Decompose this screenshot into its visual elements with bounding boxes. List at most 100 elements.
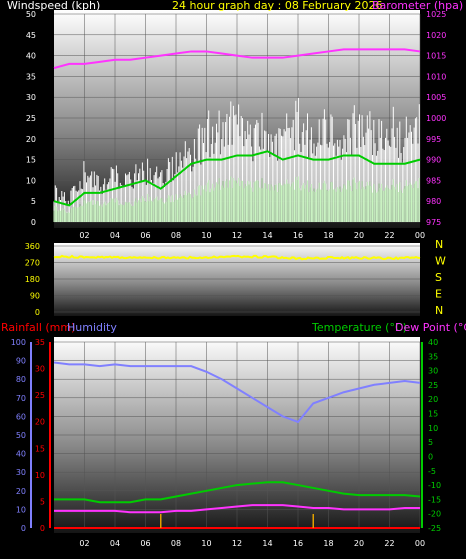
wind-x-tick: 22 [384, 231, 394, 240]
temperature-y-tick: 15 [428, 410, 438, 419]
direction-panel-bg [54, 243, 420, 316]
wind-y-tick: 0 [31, 218, 36, 227]
barometer-line [53, 48, 421, 70]
barometer-y-tick: 980 [426, 197, 441, 206]
barometer-y-tick: 985 [426, 176, 441, 185]
humidity-y-tick: 30 [16, 468, 26, 477]
rainfall-axis-label: Rainfall (mm) [1, 321, 75, 334]
temperature-y-tick: 35 [428, 352, 438, 361]
graph-title: 24 hour graph day : 08 February 2026 [172, 0, 383, 12]
rain-y-tick: 35 [35, 338, 45, 347]
barometer-y-tick: 975 [426, 218, 441, 227]
climate-x-tick: 18 [323, 539, 333, 548]
direction-line [53, 254, 421, 261]
rain-y-tick: 0 [40, 524, 45, 533]
wind-x-tick: 00 [415, 231, 425, 240]
climate-x-tick: 04 [110, 539, 120, 548]
humidity-y-tick: 70 [16, 394, 26, 403]
temperature-y-tick: -25 [428, 524, 441, 533]
temperature-y-tick: 20 [428, 395, 438, 404]
wind-average-line [53, 150, 421, 207]
temperature-y-tick: 10 [428, 424, 438, 433]
compass-letter: W [435, 255, 446, 268]
barometer-y-tick: 1005 [426, 93, 446, 102]
climate-x-tick: 16 [293, 539, 303, 548]
temperature-y-tick: 0 [428, 452, 433, 461]
temperature-line [54, 481, 421, 504]
climate-x-tick: 06 [140, 539, 150, 548]
rain-y-tick: 20 [35, 418, 45, 427]
direction-y-tick: 360 [25, 242, 40, 251]
temperature-y-tick: 5 [428, 438, 433, 447]
climate-x-tick: 02 [79, 539, 89, 548]
compass-letter: E [435, 288, 442, 301]
humidity-y-tick: 10 [16, 505, 26, 514]
wind-x-tick: 04 [110, 231, 120, 240]
compass-letter: S [435, 271, 442, 284]
direction-series [53, 254, 421, 261]
barometer-axis-label: Barometer (hpa) [372, 0, 463, 12]
rain-y-tick: 30 [35, 365, 45, 374]
barometer-y-tick: 1020 [426, 31, 446, 40]
humidity-line [53, 361, 421, 424]
wind-x-tick: 18 [323, 231, 333, 240]
temperature-y-tick: 30 [428, 367, 438, 376]
compass-letter: N [435, 238, 443, 251]
barometer-y-tick: 1010 [426, 72, 446, 81]
temperature-y-tick: -15 [428, 495, 441, 504]
rain-y-tick: 5 [40, 497, 45, 506]
wind-y-tick: 10 [26, 176, 36, 185]
barometer-y-tick: 995 [426, 135, 441, 144]
wind-axis-label: Windspeed (kph) [7, 0, 100, 12]
humidity-y-tick: 50 [16, 431, 26, 440]
climate-x-tick: 00 [415, 539, 425, 548]
rain-y-tick: 10 [35, 471, 45, 480]
climate-series [53, 361, 421, 529]
climate-x-tick: 10 [201, 539, 211, 548]
climate-x-tick: 14 [262, 539, 272, 548]
temperature-axis-label: Temperature (°C) [311, 321, 407, 334]
rain-y-tick: 15 [35, 444, 45, 453]
temperature-y-tick: 40 [428, 338, 438, 347]
wind-x-tick: 20 [354, 231, 364, 240]
wind-x-tick: 16 [293, 231, 303, 240]
wind-y-tick: 25 [26, 114, 36, 123]
barometer-y-tick: 1015 [426, 52, 446, 61]
humidity-y-tick: 0 [21, 524, 26, 533]
climate-x-tick: 20 [354, 539, 364, 548]
barometer-y-tick: 1000 [426, 114, 446, 123]
wind-y-tick: 40 [26, 52, 36, 61]
direction-y-tick: 0 [35, 308, 40, 317]
barometer-y-tick: 1025 [426, 10, 446, 19]
humidity-axis-label: Humidity [67, 321, 117, 334]
temperature-y-tick: -5 [428, 467, 436, 476]
direction-y-tick: 90 [30, 292, 40, 301]
wind-x-tick: 10 [201, 231, 211, 240]
direction-y-tick: 180 [25, 275, 40, 284]
wind-y-tick: 45 [26, 31, 36, 40]
climate-x-tick: 22 [384, 539, 394, 548]
wind-x-tick: 14 [262, 231, 272, 240]
humidity-y-tick: 100 [11, 338, 26, 347]
wind-x-tick: 08 [171, 231, 181, 240]
humidity-y-tick: 20 [16, 487, 26, 496]
barometer-y-tick: 990 [426, 156, 441, 165]
humidity-y-tick: 60 [16, 412, 26, 421]
humidity-y-tick: 80 [16, 375, 26, 384]
wind-y-tick: 35 [26, 72, 36, 81]
wind-y-tick: 30 [26, 93, 36, 102]
wind-x-tick: 12 [232, 231, 242, 240]
wind-series [53, 48, 421, 222]
dewpoint-line [54, 504, 420, 514]
wind-y-tick: 20 [26, 135, 36, 144]
humidity-y-tick: 90 [16, 357, 26, 366]
rain-y-tick: 25 [35, 391, 45, 400]
wind-y-tick: 5 [31, 197, 36, 206]
climate-x-tick: 08 [171, 539, 181, 548]
humidity-y-tick: 40 [16, 450, 26, 459]
compass-letter: N [435, 304, 443, 317]
temperature-y-tick: 25 [428, 381, 438, 390]
